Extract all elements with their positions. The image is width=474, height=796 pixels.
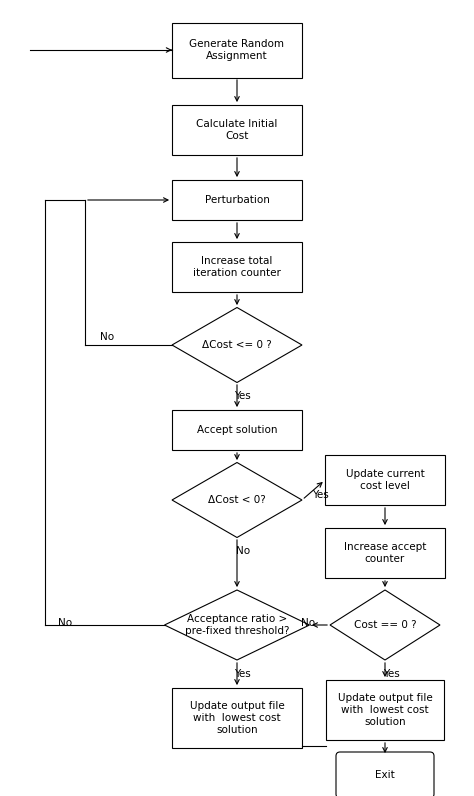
Text: Accept solution: Accept solution [197, 425, 277, 435]
Polygon shape [172, 462, 302, 537]
FancyBboxPatch shape [336, 752, 434, 796]
Text: Exit: Exit [375, 770, 395, 780]
Text: Increase total
iteration counter: Increase total iteration counter [193, 256, 281, 278]
Bar [172, 105, 302, 155]
Text: No: No [58, 618, 72, 628]
Polygon shape [172, 307, 302, 383]
Text: No: No [100, 332, 114, 342]
Text: Yes: Yes [234, 669, 250, 679]
Bar [172, 688, 302, 748]
Text: ΔCost < 0?: ΔCost < 0? [208, 495, 266, 505]
Text: Increase accept
counter: Increase accept counter [344, 542, 426, 564]
Text: No: No [236, 546, 250, 556]
Text: Yes: Yes [234, 391, 250, 401]
Text: ΔCost <= 0 ?: ΔCost <= 0 ? [202, 340, 272, 350]
Bar [172, 22, 302, 77]
Text: No: No [301, 618, 315, 628]
Bar [326, 680, 444, 740]
Bar [172, 180, 302, 220]
Text: Cost == 0 ?: Cost == 0 ? [354, 620, 416, 630]
Bar [325, 455, 445, 505]
Bar [325, 528, 445, 578]
Text: Calculate Initial
Cost: Calculate Initial Cost [196, 119, 278, 141]
Text: Generate Random
Assignment: Generate Random Assignment [190, 39, 284, 60]
Polygon shape [330, 590, 440, 660]
Text: Yes: Yes [311, 490, 328, 500]
Text: Acceptance ratio >
pre-fixed threshold?: Acceptance ratio > pre-fixed threshold? [185, 615, 289, 636]
Polygon shape [164, 590, 310, 660]
Text: Update current
cost level: Update current cost level [346, 469, 424, 491]
Text: Yes: Yes [383, 669, 400, 679]
Text: Update output file
with  lowest cost
solution: Update output file with lowest cost solu… [190, 701, 284, 735]
Text: Perturbation: Perturbation [205, 195, 269, 205]
Bar [172, 410, 302, 450]
Bar [172, 242, 302, 292]
Text: Update output file
with  lowest cost
solution: Update output file with lowest cost solu… [337, 693, 432, 727]
